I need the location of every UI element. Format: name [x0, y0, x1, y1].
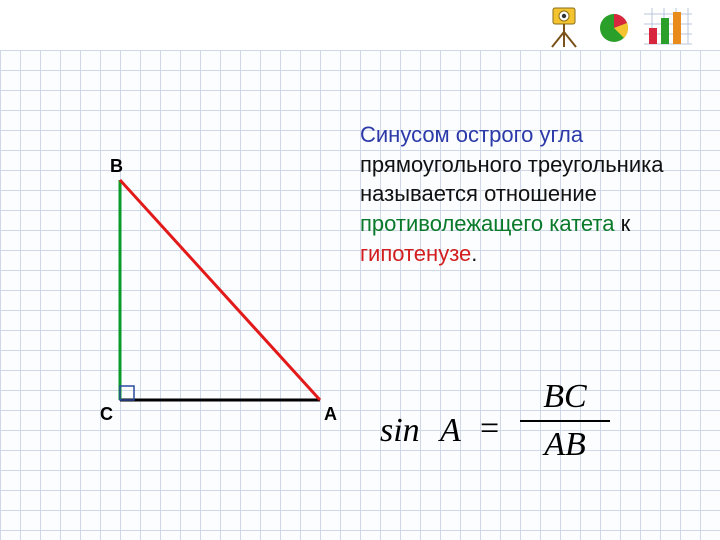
vertex-label-b: B [110, 156, 123, 177]
formula-bar [520, 420, 610, 422]
pie-chart-icon [594, 8, 634, 48]
def-seg-4: к [614, 211, 630, 236]
vertex-label-c: C [100, 404, 113, 425]
formula-fraction: BC AB [520, 380, 610, 462]
triangle-diagram: B C A [80, 160, 340, 420]
icon-strip [544, 4, 692, 48]
def-seg-5: гипотенузе [360, 241, 471, 266]
edge-ab [120, 180, 320, 400]
formula-numerator: BC [520, 380, 610, 416]
bar-chart-icon [644, 4, 692, 48]
def-seg-3: противолежащего катета [360, 211, 614, 236]
def-seg-1: Синусом острого угла [360, 122, 583, 147]
vertex-label-a: A [324, 404, 337, 425]
def-seg-6: . [471, 241, 477, 266]
right-angle-marker [120, 386, 134, 400]
triangle-svg [80, 160, 340, 420]
definition-text: Синусом острого угла прямоугольного треу… [360, 120, 680, 268]
def-seg-2: прямоугольного треугольника называется о… [360, 152, 663, 207]
formula-func: sin [380, 412, 420, 450]
tripod-camera-icon [544, 4, 584, 48]
page: B C A Синусом острого угла прямоугольног… [0, 0, 720, 540]
formula-arg: A [440, 412, 461, 450]
formula-eq: = [480, 410, 499, 448]
formula: sin A = BC AB [380, 380, 680, 480]
formula-denominator: AB [520, 426, 610, 462]
